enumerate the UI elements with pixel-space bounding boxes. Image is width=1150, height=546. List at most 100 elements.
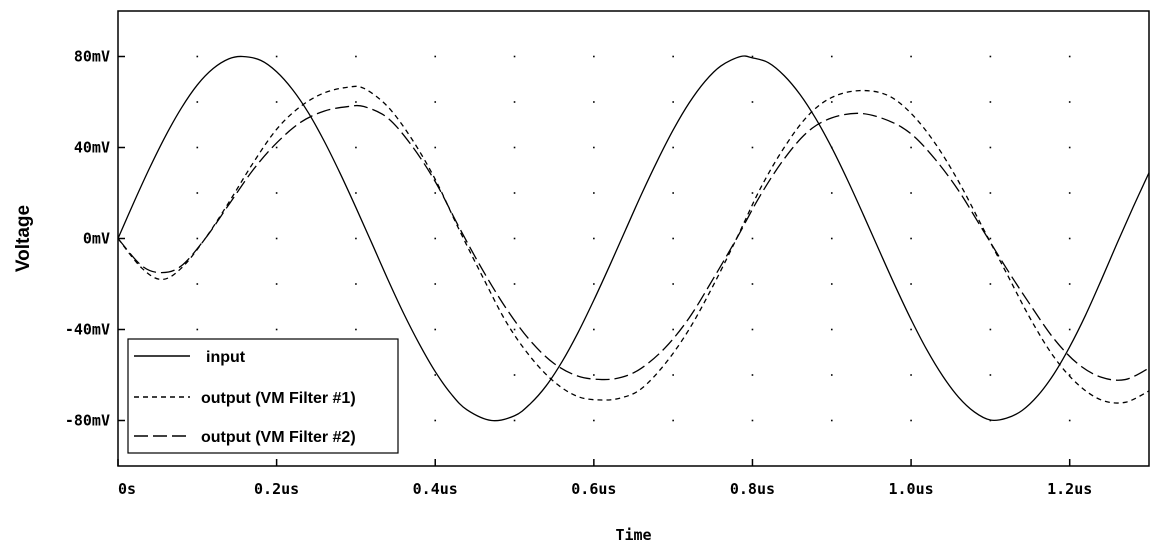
- grid-dot: [910, 146, 912, 149]
- grid-dot: [672, 146, 674, 149]
- x-tick-label: 1.2us: [1047, 480, 1092, 498]
- series-layer: [117, 55, 1150, 422]
- grid-dot: [1068, 237, 1071, 240]
- grid-dot: [751, 55, 754, 58]
- grid-dot: [989, 192, 992, 194]
- legend: input output (VM Filter #1) output (VM F…: [127, 338, 399, 454]
- grid-dot: [593, 283, 595, 285]
- x-tick-label: 0.8us: [730, 480, 775, 498]
- series-filter-2: [117, 104, 1150, 381]
- grid-dot: [434, 283, 437, 285]
- grid-dot: [1068, 283, 1071, 285]
- grid-dot: [513, 419, 516, 422]
- grid-dot: [1068, 374, 1071, 376]
- legend-label-filter-1: output (VM Filter #1): [201, 390, 356, 407]
- grid-dot: [989, 55, 992, 58]
- grid-dot: [672, 55, 674, 58]
- grid-dot: [989, 374, 992, 376]
- grid-dot: [513, 101, 516, 103]
- grid-dot: [513, 328, 516, 331]
- y-tick-label: 40mV: [74, 139, 110, 157]
- grid-dot: [196, 146, 199, 149]
- grid-dot: [672, 192, 674, 194]
- y-tick-label: 0mV: [83, 230, 110, 248]
- grid-dot: [355, 328, 357, 331]
- x-tick-label: 0.6us: [571, 480, 616, 498]
- grid-dot: [751, 101, 754, 103]
- grid-dot: [434, 328, 437, 331]
- grid-dot: [751, 283, 754, 285]
- grid-dot: [830, 374, 833, 376]
- grid-dot: [910, 374, 912, 376]
- grid-dot: [593, 101, 595, 103]
- grid-dot: [910, 283, 912, 285]
- grid-dot: [751, 419, 754, 422]
- grid-dot: [830, 101, 833, 103]
- y-tick-label: 80mV: [74, 48, 110, 66]
- x-tick-label: 1.0us: [888, 480, 933, 498]
- grid-dot: [989, 146, 992, 149]
- grid-dot: [355, 283, 357, 285]
- grid-dot: [275, 237, 278, 240]
- grid-dot: [672, 419, 674, 422]
- x-tick-label: 0s: [118, 480, 136, 498]
- y-tick-label: -40mV: [65, 321, 110, 339]
- grid-dot: [910, 237, 912, 240]
- grid-dot: [593, 237, 595, 240]
- grid-dot: [989, 283, 992, 285]
- grid-dot: [513, 237, 516, 240]
- grid-dot: [751, 328, 754, 331]
- grid-dot: [910, 55, 912, 58]
- grid-dot: [910, 419, 912, 422]
- grid-dot: [672, 374, 674, 376]
- grid-dot: [910, 101, 912, 103]
- grid-dot: [275, 146, 278, 149]
- grid-dot: [513, 55, 516, 58]
- grid-dot: [196, 237, 199, 240]
- grid-dot: [513, 146, 516, 149]
- grid-dot: [1068, 192, 1071, 194]
- grid-dot: [1068, 146, 1071, 149]
- grid-dot: [593, 55, 595, 58]
- grid-dot: [672, 237, 674, 240]
- grid-dot: [513, 283, 516, 285]
- grid-dot: [355, 237, 357, 240]
- legend-label-filter-2: output (VM Filter #2): [201, 429, 356, 446]
- legend-box: [127, 338, 399, 454]
- grid-dot: [593, 419, 595, 422]
- grid-dot: [989, 237, 992, 240]
- grid-dot: [1068, 328, 1071, 331]
- grid-dot: [830, 419, 833, 422]
- grid-dot: [1068, 55, 1071, 58]
- grid-dot: [1068, 101, 1071, 103]
- series-filter-1: [117, 85, 1150, 404]
- x-tick-label: 0.4us: [413, 480, 458, 498]
- grid-dot: [355, 192, 357, 194]
- grid-dots: [196, 55, 1071, 422]
- grid-dot: [355, 55, 357, 58]
- grid-dot: [672, 283, 674, 285]
- grid-dot: [434, 101, 437, 103]
- grid-dot: [751, 374, 754, 376]
- grid-dot: [513, 374, 516, 376]
- grid-dot: [593, 192, 595, 194]
- grid-dot: [196, 101, 199, 103]
- grid-dot: [593, 374, 595, 376]
- legend-label-input: input: [206, 349, 246, 366]
- grid-dot: [830, 328, 833, 331]
- grid-dot: [275, 192, 278, 194]
- grid-dot: [672, 328, 674, 331]
- grid-dot: [830, 55, 833, 58]
- grid-dot: [355, 101, 357, 103]
- x-axis-label: Time: [615, 526, 651, 544]
- grid-dot: [513, 192, 516, 194]
- grid-dot: [434, 192, 437, 194]
- grid-dot: [434, 146, 437, 149]
- grid-dot: [910, 328, 912, 331]
- grid-dot: [751, 146, 754, 149]
- grid-dot: [275, 101, 278, 103]
- grid-dot: [434, 374, 437, 376]
- grid-dot: [196, 192, 199, 194]
- grid-dot: [196, 55, 199, 58]
